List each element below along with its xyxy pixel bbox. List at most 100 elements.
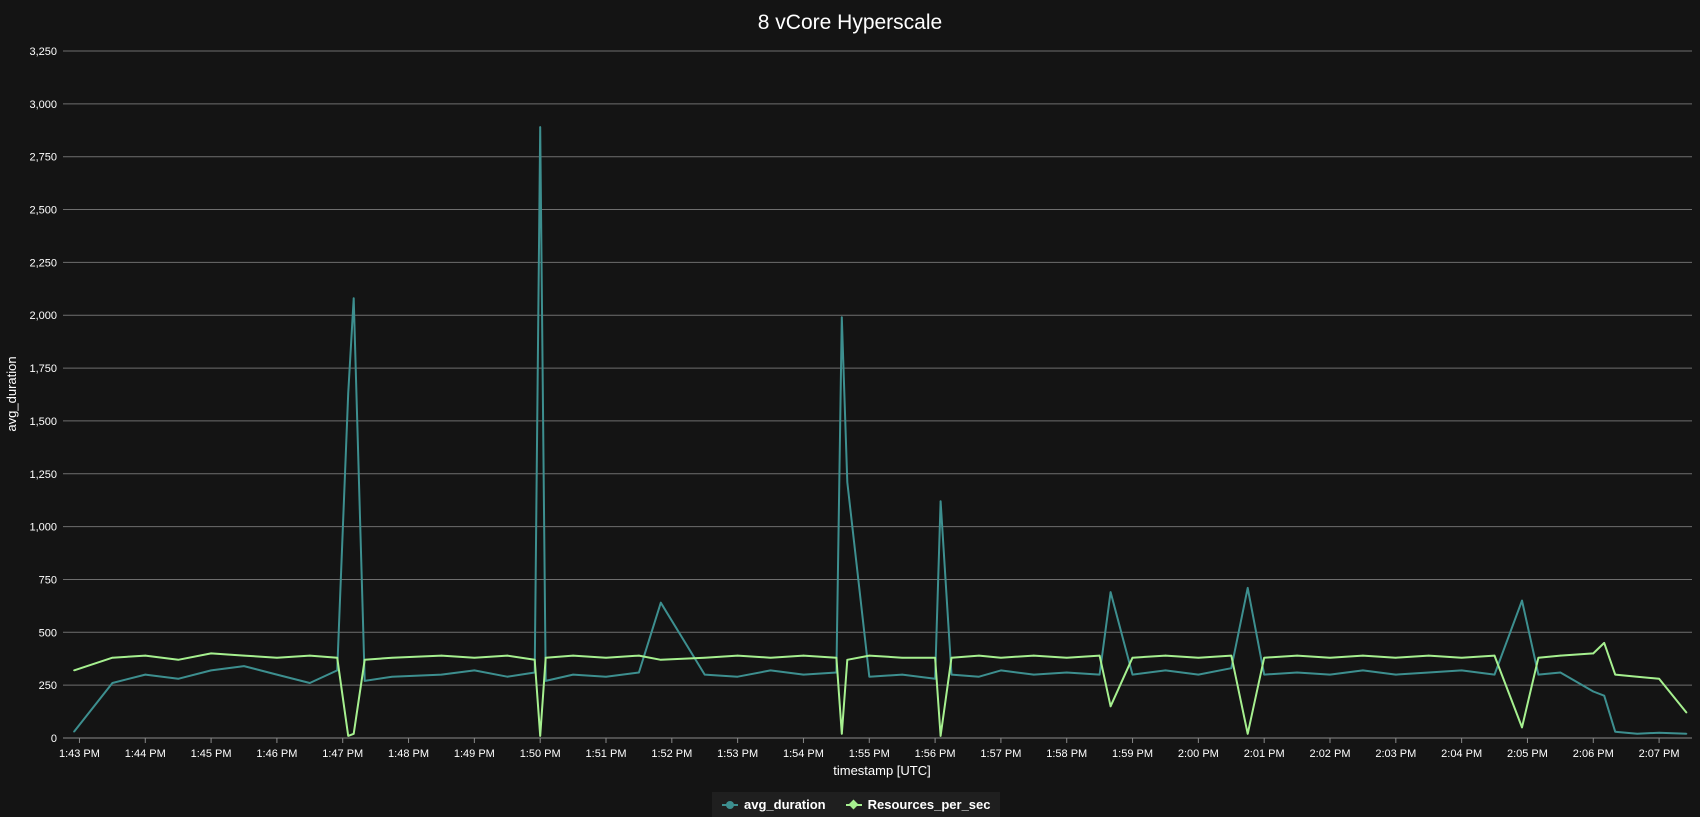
- data-point-avg-duration: [1537, 673, 1540, 676]
- x-tick-label: 1:44 PM: [125, 748, 166, 760]
- data-point-avg-duration: [1521, 599, 1523, 602]
- y-tick-label: 500: [39, 627, 57, 639]
- x-tick-label: 2:04 PM: [1441, 748, 1482, 760]
- data-point-avg-duration: [1460, 669, 1463, 672]
- data-point-resources-per-sec: [835, 656, 838, 659]
- y-tick-label: 750: [39, 574, 57, 586]
- x-axis-label: timestamp [UTC]: [833, 763, 931, 778]
- data-point-resources-per-sec: [1197, 656, 1200, 659]
- data-point-resources-per-sec: [1636, 675, 1638, 678]
- x-tick-label: 1:46 PM: [256, 748, 297, 760]
- x-tick-label: 1:50 PM: [520, 748, 561, 760]
- data-point-resources-per-sec: [506, 654, 509, 657]
- y-tick-label: 0: [51, 733, 57, 745]
- data-point-avg-duration: [1427, 671, 1430, 674]
- data-point-resources-per-sec: [660, 658, 662, 661]
- legend-item-resources-per-sec[interactable]: Resources_per_sec: [845, 797, 991, 812]
- data-point-resources-per-sec: [605, 656, 607, 659]
- y-tick-label: 2,500: [29, 205, 57, 217]
- data-point-avg-duration: [841, 316, 843, 319]
- data-point-avg-duration: [210, 669, 212, 672]
- x-tick-label: 1:59 PM: [1112, 748, 1153, 760]
- data-point-avg-duration: [736, 675, 739, 678]
- data-point-resources-per-sec: [473, 656, 476, 659]
- data-point-resources-per-sec: [638, 654, 640, 657]
- data-point-avg-duration: [1263, 673, 1265, 676]
- data-point-resources-per-sec: [1537, 656, 1540, 659]
- data-point-resources-per-sec: [868, 654, 871, 657]
- data-point-resources-per-sec: [336, 656, 339, 659]
- legend-label-avg-duration: avg_duration: [744, 797, 826, 812]
- data-point-resources-per-sec: [1033, 654, 1035, 657]
- x-tick-label: 1:53 PM: [717, 748, 758, 760]
- legend-label-resources-per-sec: Resources_per_sec: [867, 797, 991, 812]
- data-point-resources-per-sec: [1559, 654, 1562, 657]
- data-point-resources-per-sec: [347, 735, 350, 737]
- data-point-avg-duration: [1033, 673, 1035, 676]
- data-point-avg-duration: [939, 500, 942, 503]
- data-point-avg-duration: [1230, 667, 1233, 670]
- data-point-resources-per-sec: [1592, 652, 1595, 655]
- data-point-resources-per-sec: [939, 735, 942, 737]
- data-point-avg-duration: [1658, 731, 1660, 734]
- y-tick-label: 1,750: [29, 363, 57, 375]
- data-point-resources-per-sec: [440, 654, 443, 657]
- data-point-avg-duration: [1109, 591, 1112, 593]
- x-tick-label: 1:55 PM: [849, 748, 890, 760]
- data-point-resources-per-sec: [111, 656, 114, 659]
- series-line-resources-per-sec: [73, 641, 1688, 737]
- legend-item-avg-duration[interactable]: avg_duration: [722, 797, 826, 812]
- y-tick-label: 250: [39, 680, 57, 692]
- data-point-avg-duration: [1603, 694, 1606, 697]
- data-point-avg-duration: [1131, 673, 1134, 676]
- data-point-resources-per-sec: [1000, 656, 1002, 659]
- data-point-avg-duration: [1246, 587, 1249, 589]
- x-tick-label: 2:02 PM: [1310, 748, 1351, 760]
- grid-layer: [63, 50, 1692, 739]
- x-tick-label: 2:07 PM: [1639, 748, 1680, 760]
- data-point-avg-duration: [544, 680, 547, 682]
- x-tick-label: 2:01 PM: [1244, 748, 1285, 760]
- data-point-resources-per-sec: [1493, 654, 1496, 657]
- data-point-avg-duration: [1395, 673, 1397, 676]
- data-point-resources-per-sec: [1603, 642, 1606, 644]
- data-point-resources-per-sec: [934, 656, 936, 659]
- data-point-resources-per-sec: [1362, 654, 1364, 657]
- data-point-resources-per-sec: [309, 654, 311, 657]
- data-point-avg-duration: [73, 730, 75, 733]
- x-tick-label: 1:51 PM: [586, 748, 627, 760]
- data-point-resources-per-sec: [210, 652, 212, 655]
- data-point-resources-per-sec: [802, 654, 805, 657]
- data-point-resources-per-sec: [533, 658, 536, 661]
- x-tick-label: 1:45 PM: [191, 748, 232, 760]
- data-point-avg-duration: [111, 682, 114, 684]
- data-point-resources-per-sec: [539, 735, 541, 737]
- data-point-avg-duration: [1000, 669, 1002, 672]
- data-point-avg-duration: [1685, 732, 1688, 735]
- data-point-avg-duration: [901, 673, 903, 676]
- data-point-resources-per-sec: [1614, 673, 1617, 676]
- x-tick-label: 2:05 PM: [1507, 748, 1548, 760]
- x-tick-label: 1:49 PM: [454, 748, 495, 760]
- data-point-avg-duration: [703, 673, 706, 676]
- x-tick-label: 1:56 PM: [915, 748, 956, 760]
- data-point-resources-per-sec: [144, 654, 147, 657]
- data-point-resources-per-sec: [1109, 705, 1112, 708]
- data-point-resources-per-sec: [769, 656, 772, 659]
- x-tick-label: 1:52 PM: [651, 748, 692, 760]
- data-point-resources-per-sec: [1065, 656, 1068, 659]
- data-point-avg-duration: [144, 673, 147, 676]
- data-point-resources-per-sec: [363, 658, 366, 661]
- data-point-avg-duration: [336, 669, 339, 672]
- data-point-avg-duration: [660, 601, 662, 604]
- data-point-avg-duration: [1296, 671, 1298, 674]
- data-point-resources-per-sec: [177, 658, 179, 661]
- y-tick-label: 2,250: [29, 257, 57, 269]
- data-point-avg-duration: [243, 665, 245, 667]
- data-point-resources-per-sec: [243, 654, 245, 657]
- data-point-resources-per-sec: [1164, 654, 1167, 657]
- x-tick-label: 1:54 PM: [783, 748, 824, 760]
- data-point-avg-duration: [1197, 673, 1200, 676]
- y-axis: 0 250 500 750 1,000 1,250 1,500 1,750 2,000 2,250…: [29, 46, 57, 745]
